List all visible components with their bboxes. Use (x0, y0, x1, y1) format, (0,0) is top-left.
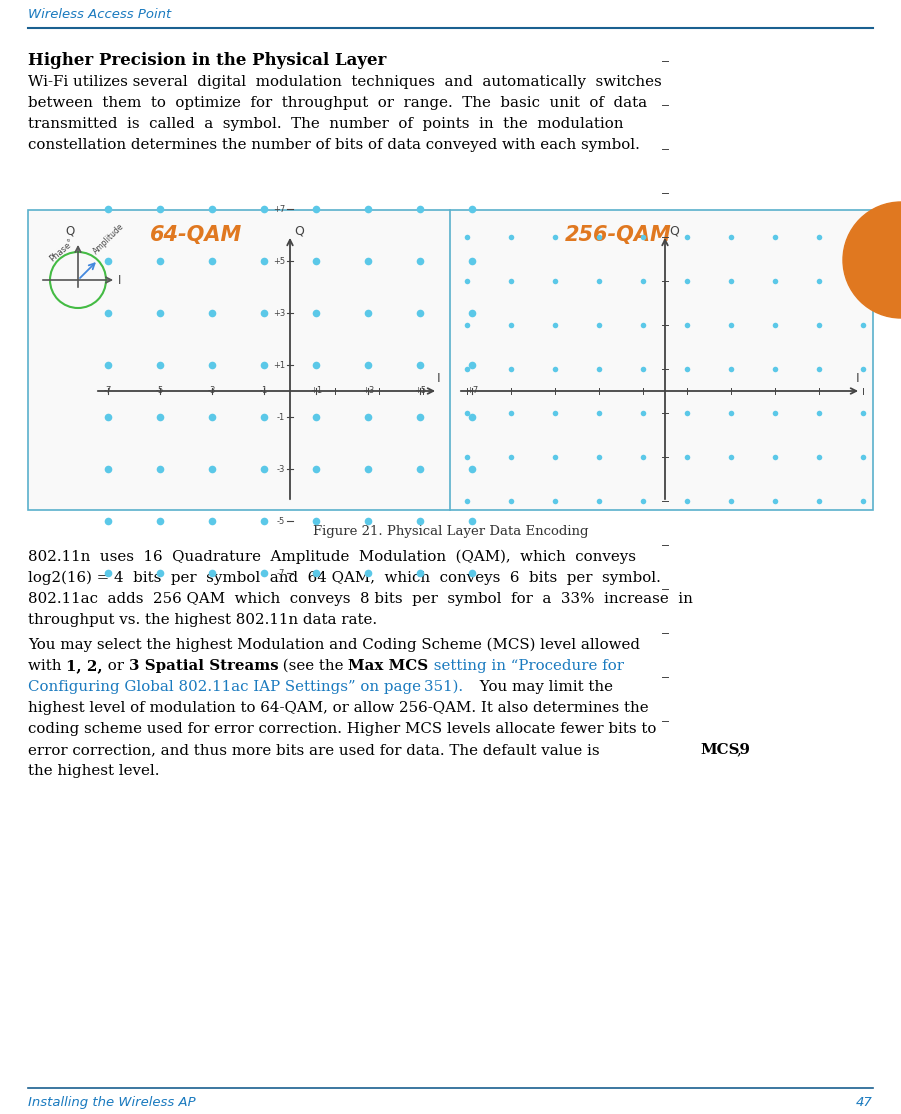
Text: -5: -5 (156, 385, 164, 395)
Text: Q: Q (669, 224, 678, 237)
Text: 1, 2,: 1, 2, (67, 659, 103, 673)
Text: Q: Q (294, 224, 304, 237)
Text: constellation determines the number of bits of data conveyed with each symbol.: constellation determines the number of b… (28, 138, 640, 152)
Text: +3: +3 (273, 309, 285, 317)
Text: (see the: (see the (278, 659, 349, 673)
Bar (28, 211, 873, 510)
Text: ,: , (736, 743, 741, 758)
Text: 802.11n  uses  16  Quadrature  Amplitude  Modulation  (QAM),  which  conveys: 802.11n uses 16 Quadrature Amplitude Mod… (28, 550, 636, 565)
Text: You may limit the: You may limit the (475, 680, 613, 694)
Text: Wi-Fi utilizes several  digital  modulation  techniques  and  automatically  swi: Wi-Fi utilizes several digital modulatio… (28, 75, 661, 89)
Text: transmitted  is  called  a  symbol.  The  number  of  points  in  the  modulatio: transmitted is called a symbol. The numb… (28, 117, 623, 131)
Text: I: I (118, 274, 122, 286)
Text: You may select the highest Modulation and Coding Scheme (MCS) level allowed: You may select the highest Modulation an… (28, 638, 640, 653)
Text: error correction, and thus more bits are used for data. The default value is: error correction, and thus more bits are… (28, 743, 605, 758)
Text: I: I (855, 372, 859, 385)
Text: Configuring Global 802.11ac IAP Settings” on page 351).: Configuring Global 802.11ac IAP Settings… (28, 680, 463, 694)
Text: the highest level.: the highest level. (28, 764, 159, 778)
Text: Q: Q (66, 225, 75, 238)
Text: -5: -5 (277, 517, 285, 526)
Text: setting in “Procedure for: setting in “Procedure for (429, 659, 623, 673)
Text: Max MCS: Max MCS (349, 659, 429, 673)
Text: Amplitude: Amplitude (92, 222, 126, 256)
Text: -1: -1 (277, 412, 285, 421)
Text: 47: 47 (856, 1096, 873, 1110)
Text: +1: +1 (310, 385, 322, 395)
Text: I: I (436, 372, 440, 385)
Text: 3 Spatial Streams: 3 Spatial Streams (129, 659, 278, 673)
Text: -7: -7 (277, 568, 285, 577)
Text: Installing the Wireless AP: Installing the Wireless AP (28, 1096, 196, 1110)
Text: with: with (28, 659, 67, 673)
Text: +7: +7 (466, 385, 478, 395)
Text: Phase˚: Phase˚ (48, 238, 77, 264)
Text: -3: -3 (208, 385, 216, 395)
Text: -1: -1 (259, 385, 268, 395)
Text: +7: +7 (273, 205, 285, 214)
Circle shape (843, 202, 901, 317)
Text: +1: +1 (273, 361, 285, 370)
Text: Higher Precision in the Physical Layer: Higher Precision in the Physical Layer (28, 52, 387, 69)
Text: +5: +5 (273, 256, 285, 265)
Text: highest level of modulation to 64-QAM, or allow 256-QAM. It also determines the: highest level of modulation to 64-QAM, o… (28, 701, 649, 715)
Text: +5: +5 (414, 385, 426, 395)
Text: +3: +3 (362, 385, 374, 395)
Text: -3: -3 (277, 465, 285, 473)
Text: between  them  to  optimize  for  throughput  or  range.  The  basic  unit  of  : between them to optimize for throughput … (28, 96, 647, 110)
Text: Wireless Access Point: Wireless Access Point (28, 8, 171, 21)
Text: Figure 21. Physical Layer Data Encoding: Figure 21. Physical Layer Data Encoding (313, 525, 588, 538)
Text: 802.11ac  adds  256 QAM  which  conveys  8 bits  per  symbol  for  a  33%  incre: 802.11ac adds 256 QAM which conveys 8 bi… (28, 592, 693, 606)
Text: MCS9: MCS9 (700, 743, 750, 758)
Text: coding scheme used for error correction. Higher MCS levels allocate fewer bits t: coding scheme used for error correction.… (28, 722, 656, 736)
Text: or: or (103, 659, 129, 673)
Text: -7: -7 (104, 385, 113, 395)
Text: 256-QAM: 256-QAM (565, 225, 672, 245)
Text: 64-QAM: 64-QAM (150, 225, 242, 245)
Text: throughput vs. the highest 802.11n data rate.: throughput vs. the highest 802.11n data … (28, 613, 378, 627)
Text: log2(16) = 4  bits  per  symbol  and  64 QAM,  which  conveys  6  bits  per  sym: log2(16) = 4 bits per symbol and 64 QAM,… (28, 571, 660, 585)
